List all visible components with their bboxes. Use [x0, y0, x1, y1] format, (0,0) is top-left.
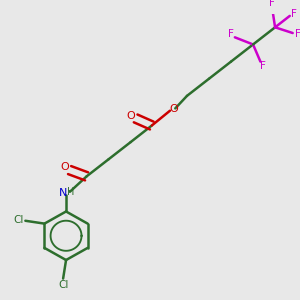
Text: F: F: [295, 29, 300, 40]
Text: Cl: Cl: [14, 215, 24, 225]
Text: F: F: [260, 61, 266, 71]
Text: H: H: [68, 188, 75, 197]
Text: Cl: Cl: [58, 280, 68, 290]
Text: N: N: [59, 188, 68, 198]
Text: O: O: [126, 110, 135, 121]
Text: F: F: [227, 29, 233, 40]
Text: O: O: [60, 162, 69, 172]
Text: F: F: [268, 0, 274, 8]
Text: O: O: [170, 104, 178, 114]
Text: F: F: [291, 9, 297, 19]
